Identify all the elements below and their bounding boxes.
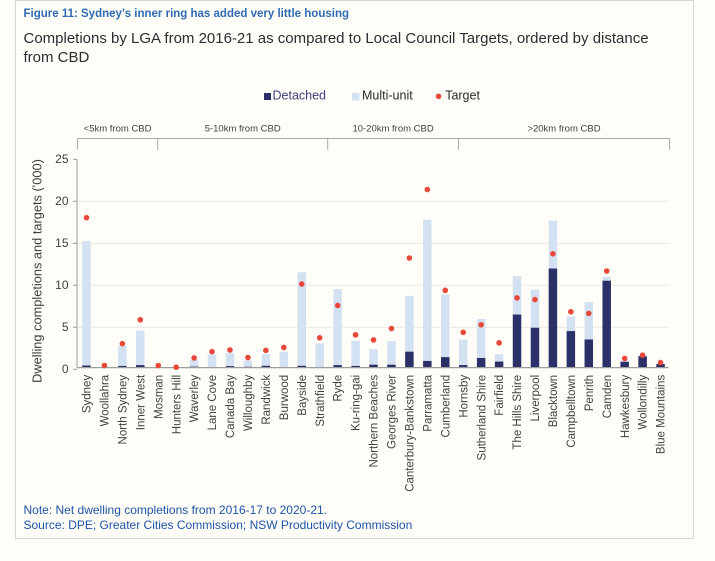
svg-text:<5km from CBD: <5km from CBD — [84, 124, 152, 135]
svg-text:Sydney: Sydney — [82, 375, 94, 414]
svg-text:Bayside: Bayside — [297, 375, 309, 416]
svg-text:>20km from CBD: >20km from CBD — [527, 124, 600, 135]
svg-text:Willoughby: Willoughby — [243, 375, 255, 431]
svg-text:Detached: Detached — [273, 88, 327, 102]
svg-text:Dwelling completions and targe: Dwelling completions and targets ('000) — [29, 159, 44, 383]
svg-text:10-20km from CBD: 10-20km from CBD — [352, 124, 433, 135]
svg-text:Ku-ring-gai: Ku-ring-gai — [351, 375, 363, 431]
svg-text:Penrith: Penrith — [584, 375, 596, 411]
svg-text:Lane Cove: Lane Cove — [207, 375, 219, 431]
svg-text:Hawkesbury: Hawkesbury — [620, 375, 632, 439]
svg-text:Multi-unit: Multi-unit — [362, 88, 413, 102]
svg-text:Strathfield: Strathfield — [315, 375, 327, 427]
svg-text:Canada Bay: Canada Bay — [225, 375, 237, 439]
svg-text:Mosman: Mosman — [153, 375, 165, 419]
svg-text:Sutherland Shire: Sutherland Shire — [476, 375, 488, 461]
svg-text:Northern Beaches: Northern Beaches — [369, 375, 381, 468]
svg-text:The Hills Shire: The Hills Shire — [512, 375, 524, 450]
svg-text:Fairfield: Fairfield — [494, 375, 506, 416]
svg-text:Hornsby: Hornsby — [458, 375, 470, 418]
svg-text:Randwick: Randwick — [261, 375, 273, 425]
svg-text:Burwood: Burwood — [279, 375, 291, 420]
svg-text:Target: Target — [445, 88, 480, 102]
svg-text:Hunters Hill: Hunters Hill — [171, 375, 183, 434]
svg-text:5-10km from CBD: 5-10km from CBD — [205, 124, 281, 135]
svg-text:Ryde: Ryde — [333, 375, 345, 402]
svg-text:Campbelltown: Campbelltown — [566, 375, 578, 448]
svg-text:Parramatta: Parramatta — [422, 374, 434, 431]
svg-text:Camden: Camden — [602, 375, 614, 418]
svg-text:25: 25 — [55, 152, 69, 166]
svg-text:Waverley: Waverley — [189, 375, 201, 423]
svg-text:5: 5 — [62, 320, 69, 334]
svg-text:20: 20 — [55, 194, 69, 208]
svg-text:Canterbury-Bankstown: Canterbury-Bankstown — [404, 375, 416, 492]
svg-text:0: 0 — [62, 362, 69, 376]
svg-text:Liverpool: Liverpool — [530, 375, 542, 422]
svg-text:Wollondilly: Wollondilly — [638, 375, 650, 430]
svg-text:Woollahra: Woollahra — [100, 374, 112, 426]
svg-text:North Sydney: North Sydney — [117, 375, 129, 445]
svg-text:Inner West: Inner West — [135, 374, 147, 430]
svg-text:Georges River: Georges River — [387, 375, 399, 449]
svg-text:Blacktown: Blacktown — [548, 375, 560, 427]
svg-text:Blue Mountains: Blue Mountains — [656, 375, 668, 455]
svg-text:10: 10 — [55, 278, 69, 292]
svg-text:15: 15 — [55, 236, 69, 250]
svg-text:Cumberland: Cumberland — [440, 375, 452, 438]
